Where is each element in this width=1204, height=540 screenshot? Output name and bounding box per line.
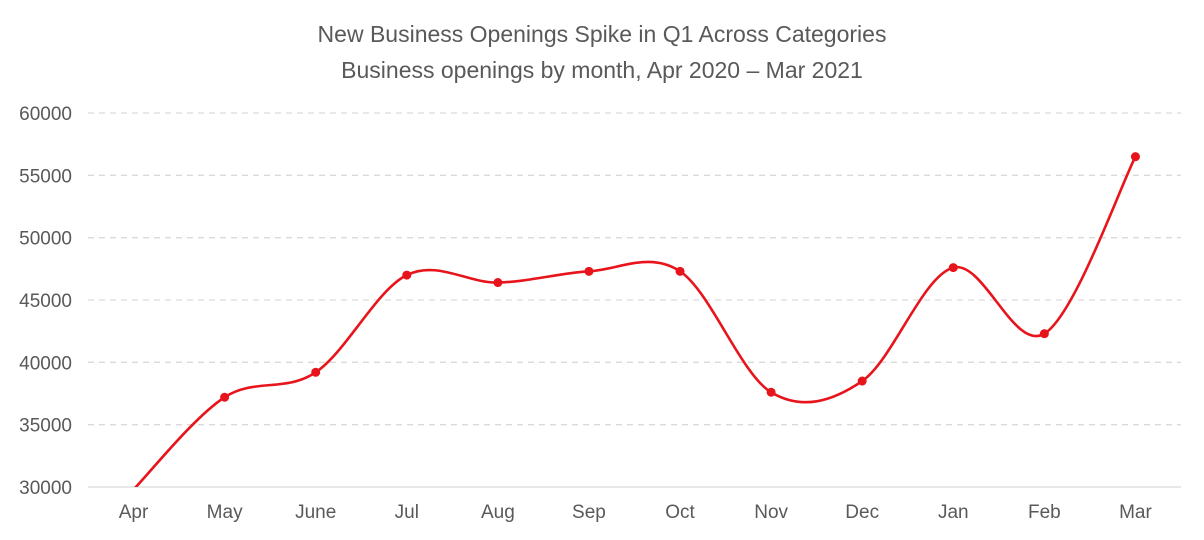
series-line: [134, 156, 1137, 487]
y-tick-label: 45000: [19, 291, 72, 312]
x-tick-label: Mar: [1119, 502, 1152, 523]
gridlines: [88, 112, 1181, 488]
x-tick-label: Nov: [754, 502, 788, 523]
y-tick-label: 50000: [19, 229, 72, 250]
data-point: [584, 266, 594, 276]
series-group: [134, 152, 1140, 487]
data-point: [402, 270, 412, 280]
y-tick-label: 55000: [19, 166, 72, 187]
x-tick-label: Apr: [119, 502, 149, 523]
data-point: [948, 263, 958, 273]
data-point: [220, 392, 230, 402]
data-point: [857, 376, 867, 386]
data-point: [493, 278, 503, 288]
x-tick-label: Jan: [938, 502, 969, 523]
x-tick-label: Feb: [1028, 502, 1061, 523]
data-point: [1130, 152, 1140, 162]
x-tick-label: Oct: [665, 502, 695, 523]
y-tick-label: 40000: [19, 353, 72, 374]
x-tick-label: Aug: [481, 502, 515, 523]
data-point: [311, 367, 321, 377]
x-tick-label: May: [207, 502, 243, 523]
x-tick-label: Jul: [395, 502, 419, 523]
data-point: [675, 266, 685, 276]
x-axis-ticks: Apr May June Jul Aug Sep Oct Nov Dec Jan Feb Mar: [119, 502, 1153, 523]
y-tick-label: 60000: [19, 104, 72, 125]
x-tick-label: Dec: [845, 502, 879, 523]
y-tick-label: 30000: [19, 478, 72, 499]
y-tick-label: 35000: [19, 416, 72, 437]
y-axis-ticks: 30000 35000 40000 45000 50000 55000 60000: [19, 104, 72, 499]
data-point: [1039, 329, 1049, 339]
data-point: [766, 387, 776, 397]
chart-title: New Business Openings Spike in Q1 Across…: [318, 21, 887, 47]
x-tick-label: June: [295, 502, 336, 523]
x-tick-label: Sep: [572, 502, 606, 523]
chart-subtitle: Business openings by month, Apr 2020 – M…: [341, 57, 863, 83]
